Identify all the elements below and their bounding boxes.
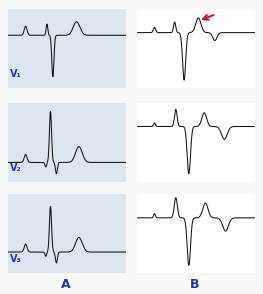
Text: B: B — [190, 278, 199, 291]
Text: V₁: V₁ — [10, 69, 22, 79]
Text: V₃: V₃ — [10, 254, 22, 264]
Text: V₂: V₂ — [10, 163, 22, 173]
Text: A: A — [61, 278, 70, 291]
